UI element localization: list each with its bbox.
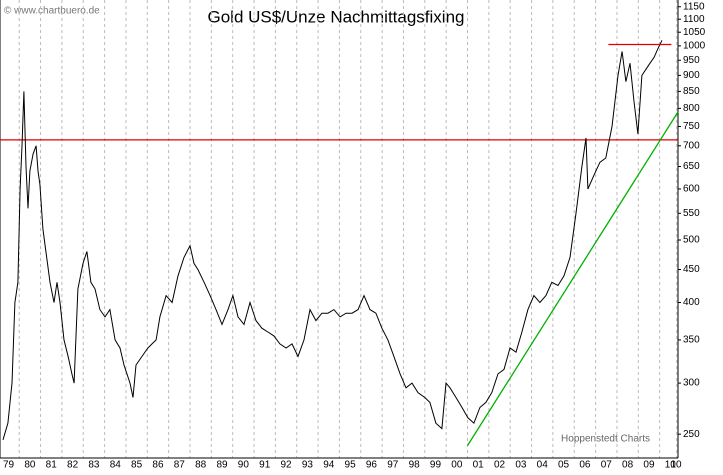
x-tick-label: 93 xyxy=(302,460,314,470)
x-tick-label: 08 xyxy=(622,460,634,470)
x-tick-label: 88 xyxy=(195,460,207,470)
x-tick-label: 03 xyxy=(515,460,527,470)
y-tick-label: 1050 xyxy=(683,27,706,38)
x-tick-label: 98 xyxy=(409,460,421,470)
x-tick-label: 01 xyxy=(473,460,485,470)
y-tick-label: 600 xyxy=(683,184,700,195)
y-tick-label: 550 xyxy=(683,208,700,219)
x-tick-label: 82 xyxy=(67,460,79,470)
x-tick-label: 02 xyxy=(494,460,506,470)
x-tick-label: 87 xyxy=(174,460,186,470)
y-tick-label: 1000 xyxy=(683,41,706,52)
y-tick-label: 850 xyxy=(683,86,700,97)
x-tick-label: 94 xyxy=(323,460,335,470)
x-tick-label: 04 xyxy=(537,460,549,470)
source-note: Hoppenstedt Charts xyxy=(561,434,650,445)
x-tick-label: 85 xyxy=(131,460,143,470)
x-tick-label: 10 xyxy=(665,460,677,470)
y-tick-label: 900 xyxy=(683,70,700,81)
y-tick-label: 500 xyxy=(683,235,700,246)
x-tick-label: 00 xyxy=(451,460,463,470)
x-tick-label: 09 xyxy=(643,460,655,470)
price-line xyxy=(2,40,663,440)
x-tick-label: 81 xyxy=(46,460,58,470)
x-tick-label: 91 xyxy=(259,460,271,470)
x-tick-label: 89 xyxy=(216,460,228,470)
y-tick-label: 450 xyxy=(683,264,700,275)
y-tick-label: 1150 xyxy=(683,1,705,12)
x-tick-label: 07 xyxy=(601,460,613,470)
y-tick-label: 300 xyxy=(683,378,700,389)
x-tick-label: 96 xyxy=(366,460,378,470)
x-tick-label: 99 xyxy=(430,460,442,470)
x-tick-label: 97 xyxy=(387,460,399,470)
x-tick-label: 80 xyxy=(24,460,36,470)
y-tick-label: 800 xyxy=(683,103,700,114)
x-tick-label: 06 xyxy=(579,460,591,470)
watermark: © www.chartbuero.de xyxy=(4,6,100,17)
x-tick-label: 10 xyxy=(670,460,682,470)
y-tick-label: 750 xyxy=(683,121,700,132)
x-tick-label: 92 xyxy=(280,460,292,470)
x-tick-label: 86 xyxy=(152,460,164,470)
x-tick-label: 95 xyxy=(345,460,357,470)
trend-line xyxy=(466,111,679,446)
x-tick-label: 83 xyxy=(88,460,100,470)
x-tick-label: 90 xyxy=(238,460,250,470)
y-tick-label: 950 xyxy=(683,55,700,66)
chart-title: Gold US$/Unze Nachmittagsfixing xyxy=(207,7,464,26)
x-tick-label: 84 xyxy=(110,460,122,470)
y-tick-label: 250 xyxy=(683,429,700,440)
y-tick-label: 700 xyxy=(683,140,700,151)
y-tick-label: 400 xyxy=(683,297,700,308)
x-tick-label: 05 xyxy=(558,460,570,470)
y-tick-label: 350 xyxy=(683,335,700,346)
y-tick-label: 650 xyxy=(683,161,700,172)
y-tick-label: 1100 xyxy=(683,14,705,25)
x-tick-label: 79 xyxy=(3,460,15,470)
